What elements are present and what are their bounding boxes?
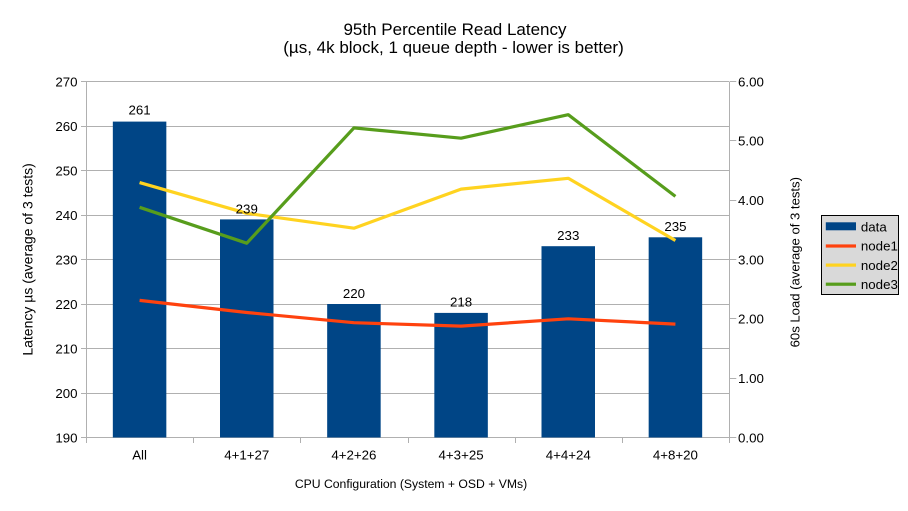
svg-text:235: 235 bbox=[664, 219, 686, 234]
svg-text:4.00: 4.00 bbox=[738, 193, 764, 208]
svg-text:(µs, 4k block, 1 queue depth -: (µs, 4k block, 1 queue depth - lower is … bbox=[283, 38, 624, 57]
svg-text:node2: node2 bbox=[861, 258, 898, 273]
svg-text:210: 210 bbox=[55, 341, 77, 356]
svg-text:95th Percentile Read Latency: 95th Percentile Read Latency bbox=[343, 20, 567, 39]
svg-text:218: 218 bbox=[450, 295, 472, 310]
svg-text:data: data bbox=[861, 219, 887, 234]
svg-text:node3: node3 bbox=[861, 277, 898, 292]
svg-text:270: 270 bbox=[55, 74, 77, 89]
svg-text:240: 240 bbox=[55, 208, 77, 223]
svg-text:200: 200 bbox=[55, 386, 77, 401]
svg-text:4+1+27: 4+1+27 bbox=[224, 447, 269, 462]
svg-text:All: All bbox=[132, 447, 147, 462]
svg-text:node1: node1 bbox=[861, 239, 898, 254]
svg-text:CPU Configuration (System + OS: CPU Configuration (System + OSD + VMs) bbox=[295, 477, 527, 491]
svg-text:6.00: 6.00 bbox=[738, 74, 764, 89]
svg-text:Latency µs (average of 3 tests: Latency µs (average of 3 tests) bbox=[20, 163, 36, 356]
svg-text:230: 230 bbox=[55, 252, 77, 267]
svg-text:60s Load (average of 3 tests): 60s Load (average of 3 tests) bbox=[788, 177, 803, 347]
svg-text:220: 220 bbox=[55, 297, 77, 312]
svg-text:4+2+26: 4+2+26 bbox=[331, 447, 376, 462]
svg-text:3.00: 3.00 bbox=[738, 252, 764, 267]
svg-text:4+4+24: 4+4+24 bbox=[546, 447, 591, 462]
svg-text:250: 250 bbox=[55, 163, 77, 178]
svg-text:220: 220 bbox=[343, 286, 365, 301]
svg-text:4+3+25: 4+3+25 bbox=[439, 447, 484, 462]
svg-text:261: 261 bbox=[128, 103, 150, 118]
svg-text:1.00: 1.00 bbox=[738, 371, 764, 386]
svg-text:0.00: 0.00 bbox=[738, 430, 764, 445]
svg-text:4+8+20: 4+8+20 bbox=[653, 447, 698, 462]
svg-text:2.00: 2.00 bbox=[738, 312, 764, 327]
svg-text:5.00: 5.00 bbox=[738, 134, 764, 149]
svg-text:233: 233 bbox=[557, 228, 579, 243]
svg-text:190: 190 bbox=[55, 430, 77, 445]
svg-text:239: 239 bbox=[236, 201, 258, 216]
svg-text:260: 260 bbox=[55, 119, 77, 134]
